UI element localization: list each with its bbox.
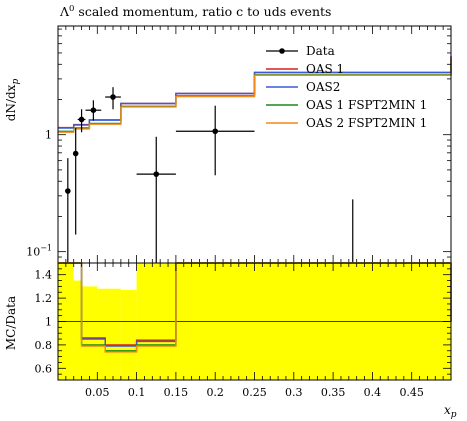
- legend-entry-0: OAS 1: [266, 62, 344, 76]
- data-point-1: [72, 128, 79, 235]
- main-ylabel-sub: p: [11, 79, 21, 85]
- x-tick-label-6: 0.35: [321, 386, 346, 399]
- ratio-panel: [58, 262, 452, 380]
- legend-label-1: OAS2: [306, 80, 340, 94]
- mc-histograms: [58, 56, 452, 133]
- ratio-y-tick-label-1: 0.8: [35, 339, 53, 352]
- ratio-y-tick-label-2: 1: [45, 316, 52, 329]
- data-point-6: [175, 105, 255, 176]
- ratio-band-bin-4: [97, 288, 121, 380]
- legend-entry-data: Data: [266, 44, 335, 58]
- x-axis-label: xp: [444, 403, 457, 420]
- data-marker-3: [90, 107, 97, 114]
- main-y-tick-label-1: 1: [45, 129, 52, 142]
- data-marker-5: [153, 171, 160, 177]
- main-panel: [58, 56, 452, 263]
- data-point-0: [65, 158, 71, 263]
- data-point-4: [105, 87, 121, 110]
- mc-line-3: [58, 59, 452, 133]
- legend-entry-1: OAS2: [266, 80, 340, 94]
- ratio-band-bin-3: [81, 286, 98, 380]
- legend: Data OAS 1 OAS2 OAS 1 FSPT2MIN 1 OAS 2 FSPT2…: [266, 44, 427, 130]
- data-point-2: [77, 109, 86, 133]
- x-axis-label-main: x: [444, 403, 451, 417]
- data-marker-2: [78, 116, 85, 123]
- data-point-3: [85, 100, 102, 121]
- main-frame: [57, 25, 452, 264]
- x-tick-label-2: 0.15: [164, 386, 189, 399]
- ratio-y-tick-label-3: 1.2: [35, 292, 53, 305]
- main-axis-ticks: 10−1 1: [26, 26, 451, 264]
- data-point-5: [136, 136, 176, 263]
- title-symbol: Λ: [59, 4, 70, 19]
- main-ylabel: dN/dxp: [4, 79, 21, 122]
- data-marker-4: [110, 94, 116, 100]
- x-tick-label-3: 0.2: [206, 386, 224, 399]
- legend-marker-data: [279, 48, 285, 54]
- main-ylabel-text: dN/dx: [4, 84, 18, 121]
- ratio-y-tick-label-4: 1.4: [35, 269, 53, 282]
- title-rest: scaled momentum, ratio c to uds events: [74, 4, 331, 19]
- x-tick-label-5: 0.3: [285, 386, 303, 399]
- title-superscript: 0: [69, 4, 74, 14]
- legend-label-0: OAS 1: [306, 62, 344, 76]
- ratio-band-bin-2: [73, 280, 82, 380]
- main-y-tick-label-0: 10−1: [26, 244, 52, 259]
- x-tick-label-0: 0.05: [85, 386, 110, 399]
- data-points: [65, 87, 354, 263]
- ratio-band: [58, 263, 451, 380]
- legend-entry-2: OAS 1 FSPT2MIN 1: [266, 98, 427, 112]
- legend-entry-3: OAS 2 FSPT2MIN 1: [266, 116, 427, 130]
- x-tick-label-1: 0.1: [128, 386, 146, 399]
- legend-label-data: Data: [306, 44, 335, 58]
- ratio-y-tick-label-0: 0.6: [35, 362, 53, 375]
- x-tick-label-7: 0.4: [364, 386, 382, 399]
- legend-label-3: OAS 2 FSPT2MIN 1: [306, 116, 427, 130]
- ratio-axis-ticks: 0.05 0.1 0.15 0.2 0.25 0.3 0.35 0.4 0.45 0.6 0.8 1 1…: [35, 262, 451, 399]
- x-tick-label-8: 0.45: [399, 386, 424, 399]
- ratio-band-bin-5: [120, 289, 137, 380]
- legend-label-2: OAS 1 FSPT2MIN 1: [306, 98, 427, 112]
- x-axis-label-sub: p: [451, 410, 457, 420]
- data-marker-0: [65, 188, 71, 194]
- x-tick-label-4: 0.25: [242, 386, 267, 399]
- chart-title: Λ0 scaled momentum, ratio c to uds event…: [59, 4, 331, 19]
- data-marker-6: [212, 128, 218, 135]
- data-marker-1: [72, 150, 79, 157]
- ratio-ylabel: MC/Data: [4, 296, 18, 350]
